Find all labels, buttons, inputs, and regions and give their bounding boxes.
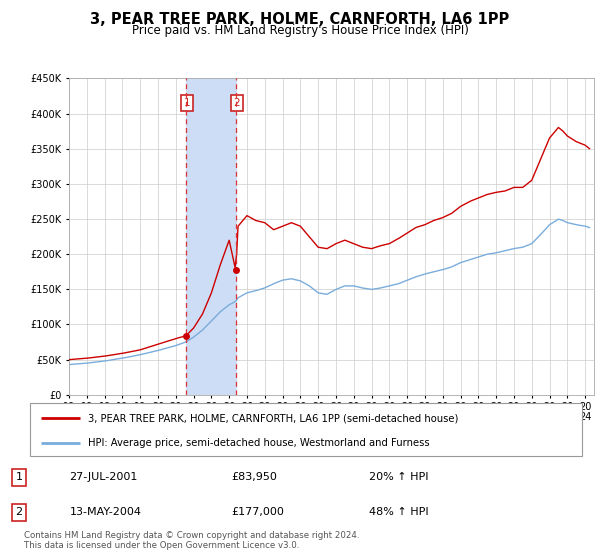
- Text: 2: 2: [233, 98, 240, 108]
- Text: 27-JUL-2001: 27-JUL-2001: [70, 473, 138, 483]
- Text: Price paid vs. HM Land Registry's House Price Index (HPI): Price paid vs. HM Land Registry's House …: [131, 24, 469, 37]
- Text: Contains HM Land Registry data © Crown copyright and database right 2024.
This d: Contains HM Land Registry data © Crown c…: [24, 531, 359, 550]
- Bar: [186, 78, 236, 395]
- Text: 2: 2: [16, 507, 22, 517]
- Text: 3, PEAR TREE PARK, HOLME, CARNFORTH, LA6 1PP (semi-detached house): 3, PEAR TREE PARK, HOLME, CARNFORTH, LA6…: [88, 413, 458, 423]
- Text: £83,950: £83,950: [231, 473, 277, 483]
- Text: 48% ↑ HPI: 48% ↑ HPI: [369, 507, 429, 517]
- Text: 13-MAY-2004: 13-MAY-2004: [70, 507, 142, 517]
- Text: £177,000: £177,000: [231, 507, 284, 517]
- Text: 1: 1: [16, 473, 22, 483]
- FancyBboxPatch shape: [30, 403, 582, 456]
- Text: 3, PEAR TREE PARK, HOLME, CARNFORTH, LA6 1PP: 3, PEAR TREE PARK, HOLME, CARNFORTH, LA6…: [91, 12, 509, 27]
- Text: 20% ↑ HPI: 20% ↑ HPI: [369, 473, 428, 483]
- Text: 1: 1: [184, 98, 190, 108]
- Text: HPI: Average price, semi-detached house, Westmorland and Furness: HPI: Average price, semi-detached house,…: [88, 438, 430, 448]
